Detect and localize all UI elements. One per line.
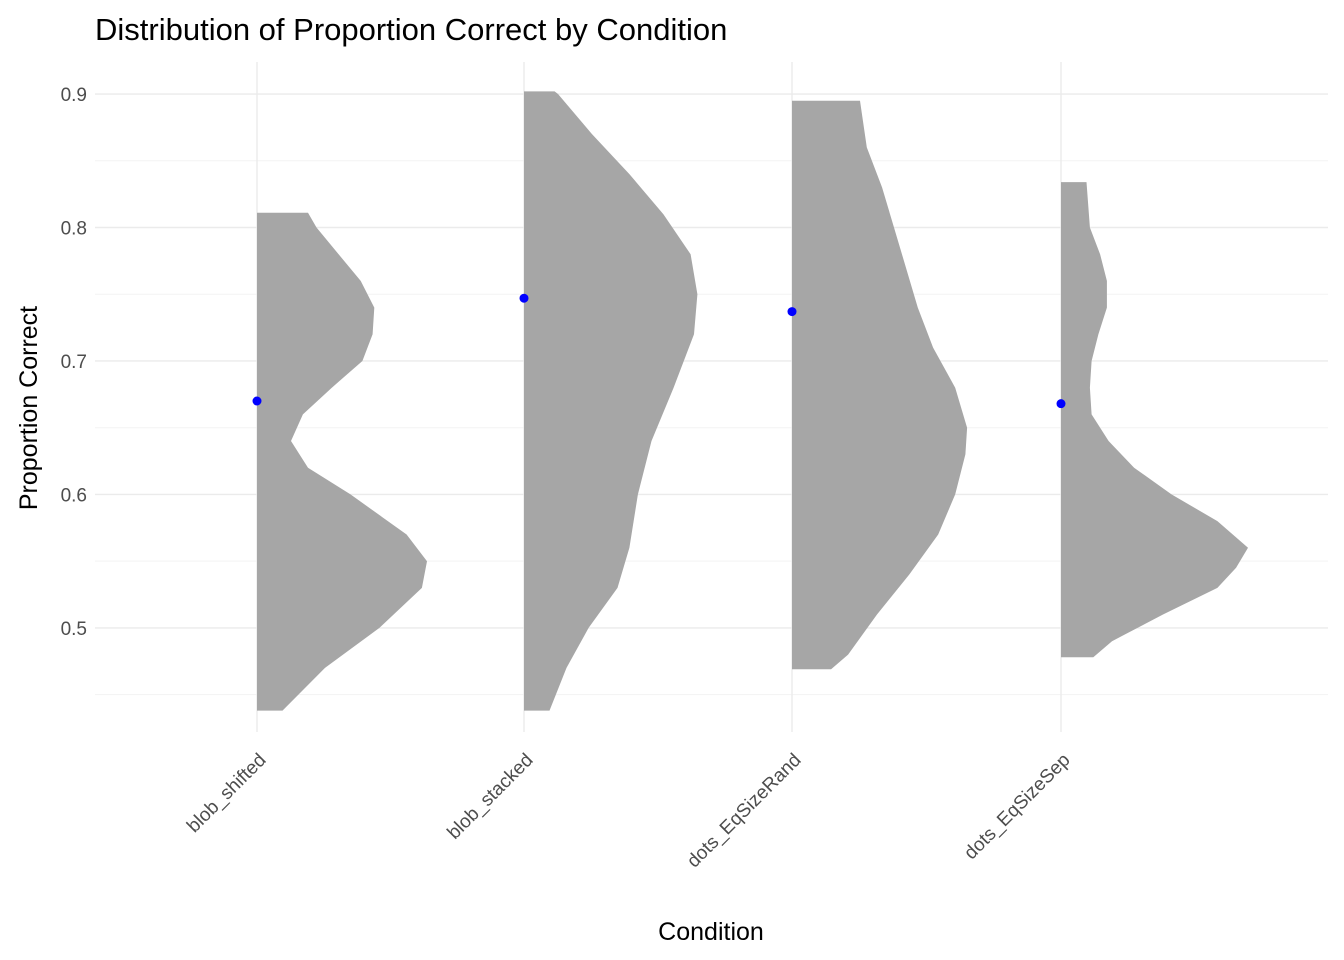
x-tick-labels: blob_shifted blob_stacked dots_EqSizeRand d… xyxy=(183,750,1074,872)
mean-point-blob_shifted xyxy=(252,396,262,406)
violin-dots_EqSizeSep xyxy=(1061,182,1248,658)
mean-points xyxy=(252,293,1066,409)
y-tick-label: 0.7 xyxy=(61,352,87,373)
y-tick-label: 0.6 xyxy=(61,485,87,506)
x-axis-title: Condition xyxy=(658,918,764,946)
x-tick-label: blob_shifted xyxy=(183,750,270,837)
x-tick-label: dots_EqSizeRand xyxy=(683,750,805,872)
violin-blob_shifted xyxy=(257,212,427,711)
x-tick-label: dots_EqSizeSep xyxy=(960,750,1074,864)
violin-dots_EqSizeRand xyxy=(792,100,968,670)
violin-blob_stacked xyxy=(524,91,698,711)
violins xyxy=(257,91,1248,711)
y-tick-labels: 0.5 0.6 0.7 0.8 0.9 xyxy=(61,85,87,640)
x-tick-label: blob_stacked xyxy=(444,750,538,844)
chart-title: Distribution of Proportion Correct by Co… xyxy=(95,12,727,47)
y-axis-title: Proportion Correct xyxy=(15,306,43,510)
y-tick-label: 0.5 xyxy=(61,619,87,640)
y-tick-label: 0.8 xyxy=(61,218,87,239)
y-tick-label: 0.9 xyxy=(61,85,87,106)
mean-point-blob_stacked xyxy=(519,293,529,303)
mean-point-dots_EqSizeRand xyxy=(787,307,797,317)
mean-point-dots_EqSizeSep xyxy=(1056,399,1066,409)
